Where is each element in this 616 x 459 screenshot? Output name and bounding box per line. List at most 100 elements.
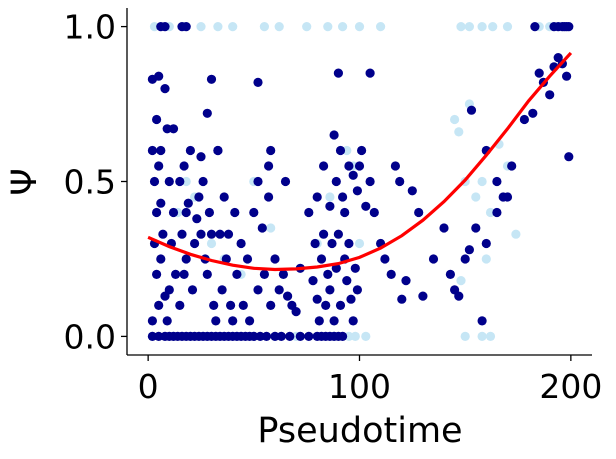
dark-data-point — [253, 77, 263, 87]
dark-data-point — [564, 152, 574, 162]
dark-data-point — [232, 269, 242, 279]
dark-data-point — [223, 229, 234, 239]
light-data-point — [338, 22, 348, 32]
dark-data-point — [152, 207, 162, 218]
dark-data-point — [266, 300, 276, 310]
light-data-point — [266, 223, 276, 233]
light-data-point — [511, 229, 521, 239]
dark-data-point — [346, 294, 356, 304]
light-data-point — [488, 22, 498, 32]
dark-data-point — [278, 269, 288, 279]
y-tick-label: 1.0 — [64, 8, 116, 47]
dark-data-point — [156, 254, 166, 264]
dark-data-point — [316, 254, 327, 264]
dark-data-point — [274, 285, 284, 295]
x-tick-label: 100 — [328, 367, 391, 406]
dark-data-point — [386, 269, 396, 279]
light-data-point — [354, 22, 365, 32]
light-data-point — [323, 22, 333, 32]
dark-data-point — [245, 316, 255, 326]
light-data-point — [450, 114, 460, 125]
dark-data-point — [185, 145, 195, 156]
dark-data-point — [492, 207, 502, 218]
dark-data-point — [156, 145, 166, 156]
light-data-point — [228, 22, 238, 32]
dark-data-point — [164, 176, 174, 187]
dark-data-point — [331, 176, 341, 187]
dark-data-point — [397, 294, 407, 304]
dark-data-point — [390, 161, 400, 171]
dark-data-point — [464, 245, 474, 255]
dark-data-point — [344, 238, 354, 249]
dark-data-point — [304, 207, 314, 218]
light-data-point — [342, 145, 352, 156]
dark-data-point — [147, 316, 157, 326]
dark-data-point — [168, 124, 179, 134]
light-data-point — [485, 207, 496, 218]
dark-data-point — [160, 22, 170, 32]
dark-data-point — [507, 161, 517, 171]
dark-data-point — [350, 263, 360, 273]
dark-data-point — [152, 269, 162, 279]
dark-data-point — [348, 316, 358, 326]
dark-data-point — [321, 300, 331, 310]
dark-data-point — [519, 114, 530, 125]
dark-data-point — [304, 331, 314, 341]
dark-data-point — [530, 22, 540, 32]
dark-data-point — [314, 316, 324, 326]
dark-data-point — [154, 331, 164, 341]
dark-data-point — [352, 186, 362, 196]
dark-data-point — [206, 229, 217, 239]
dark-data-point — [319, 161, 329, 171]
dark-data-point — [171, 269, 181, 279]
light-data-point — [471, 192, 481, 202]
light-data-point — [485, 331, 496, 341]
light-data-point — [206, 238, 217, 249]
dark-data-point — [365, 68, 375, 78]
dark-data-point — [209, 300, 219, 310]
dark-data-point — [528, 108, 538, 118]
dark-data-point — [147, 145, 157, 156]
dark-data-point — [310, 238, 320, 249]
dark-data-point — [327, 238, 337, 249]
y-tick-label: 0.5 — [64, 163, 116, 202]
dark-data-point — [401, 276, 411, 286]
dark-data-point — [365, 176, 375, 187]
dark-data-point — [160, 84, 170, 94]
dark-data-point — [348, 170, 358, 180]
dark-data-point — [249, 207, 259, 218]
dark-data-point — [181, 22, 191, 32]
dark-data-point — [460, 254, 470, 264]
light-data-point — [213, 22, 223, 32]
dark-data-point — [319, 229, 329, 239]
dark-data-point — [312, 192, 322, 202]
dark-data-point — [196, 229, 206, 239]
dark-data-point — [335, 300, 346, 310]
dark-data-point — [545, 90, 555, 100]
dark-data-point — [219, 192, 229, 202]
dark-data-point — [283, 291, 293, 301]
dark-data-point — [492, 176, 502, 187]
dark-data-point — [181, 207, 191, 218]
dark-data-point — [325, 285, 335, 295]
dark-data-point — [162, 124, 172, 134]
dark-data-point — [342, 276, 352, 286]
dark-data-point — [190, 238, 200, 249]
dark-data-point — [361, 201, 371, 211]
light-data-point — [456, 276, 466, 286]
light-data-point — [454, 127, 464, 137]
dark-data-point — [204, 207, 214, 218]
dark-data-point — [280, 176, 291, 187]
dark-data-point — [230, 207, 240, 218]
light-data-point — [274, 22, 284, 32]
light-data-point — [477, 331, 487, 341]
dark-data-point — [154, 161, 164, 171]
dark-data-point — [198, 176, 208, 187]
dark-data-point — [196, 152, 206, 162]
x-tick-label: 0 — [138, 367, 159, 406]
dark-data-point — [439, 223, 449, 233]
dark-data-point — [369, 207, 379, 218]
y-axis-ticks: 0.0 0.5 1.0 — [64, 8, 127, 356]
light-data-point — [302, 22, 312, 32]
